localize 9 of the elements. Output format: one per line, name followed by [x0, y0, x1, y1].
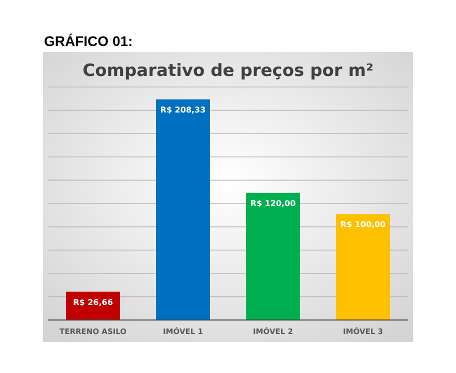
- bar: [336, 214, 390, 320]
- data-label: R$ 208,33: [160, 105, 206, 114]
- data-label: R$ 120,00: [250, 198, 296, 208]
- bar: [156, 99, 210, 320]
- text: GRÁFICO 01:: [44, 33, 133, 49]
- data-label: R$ 26,66: [73, 298, 114, 307]
- bar: [246, 192, 300, 320]
- data-label: R$ 100,00: [340, 220, 386, 230]
- chart-title: Comparativo de preços por m²: [82, 61, 374, 81]
